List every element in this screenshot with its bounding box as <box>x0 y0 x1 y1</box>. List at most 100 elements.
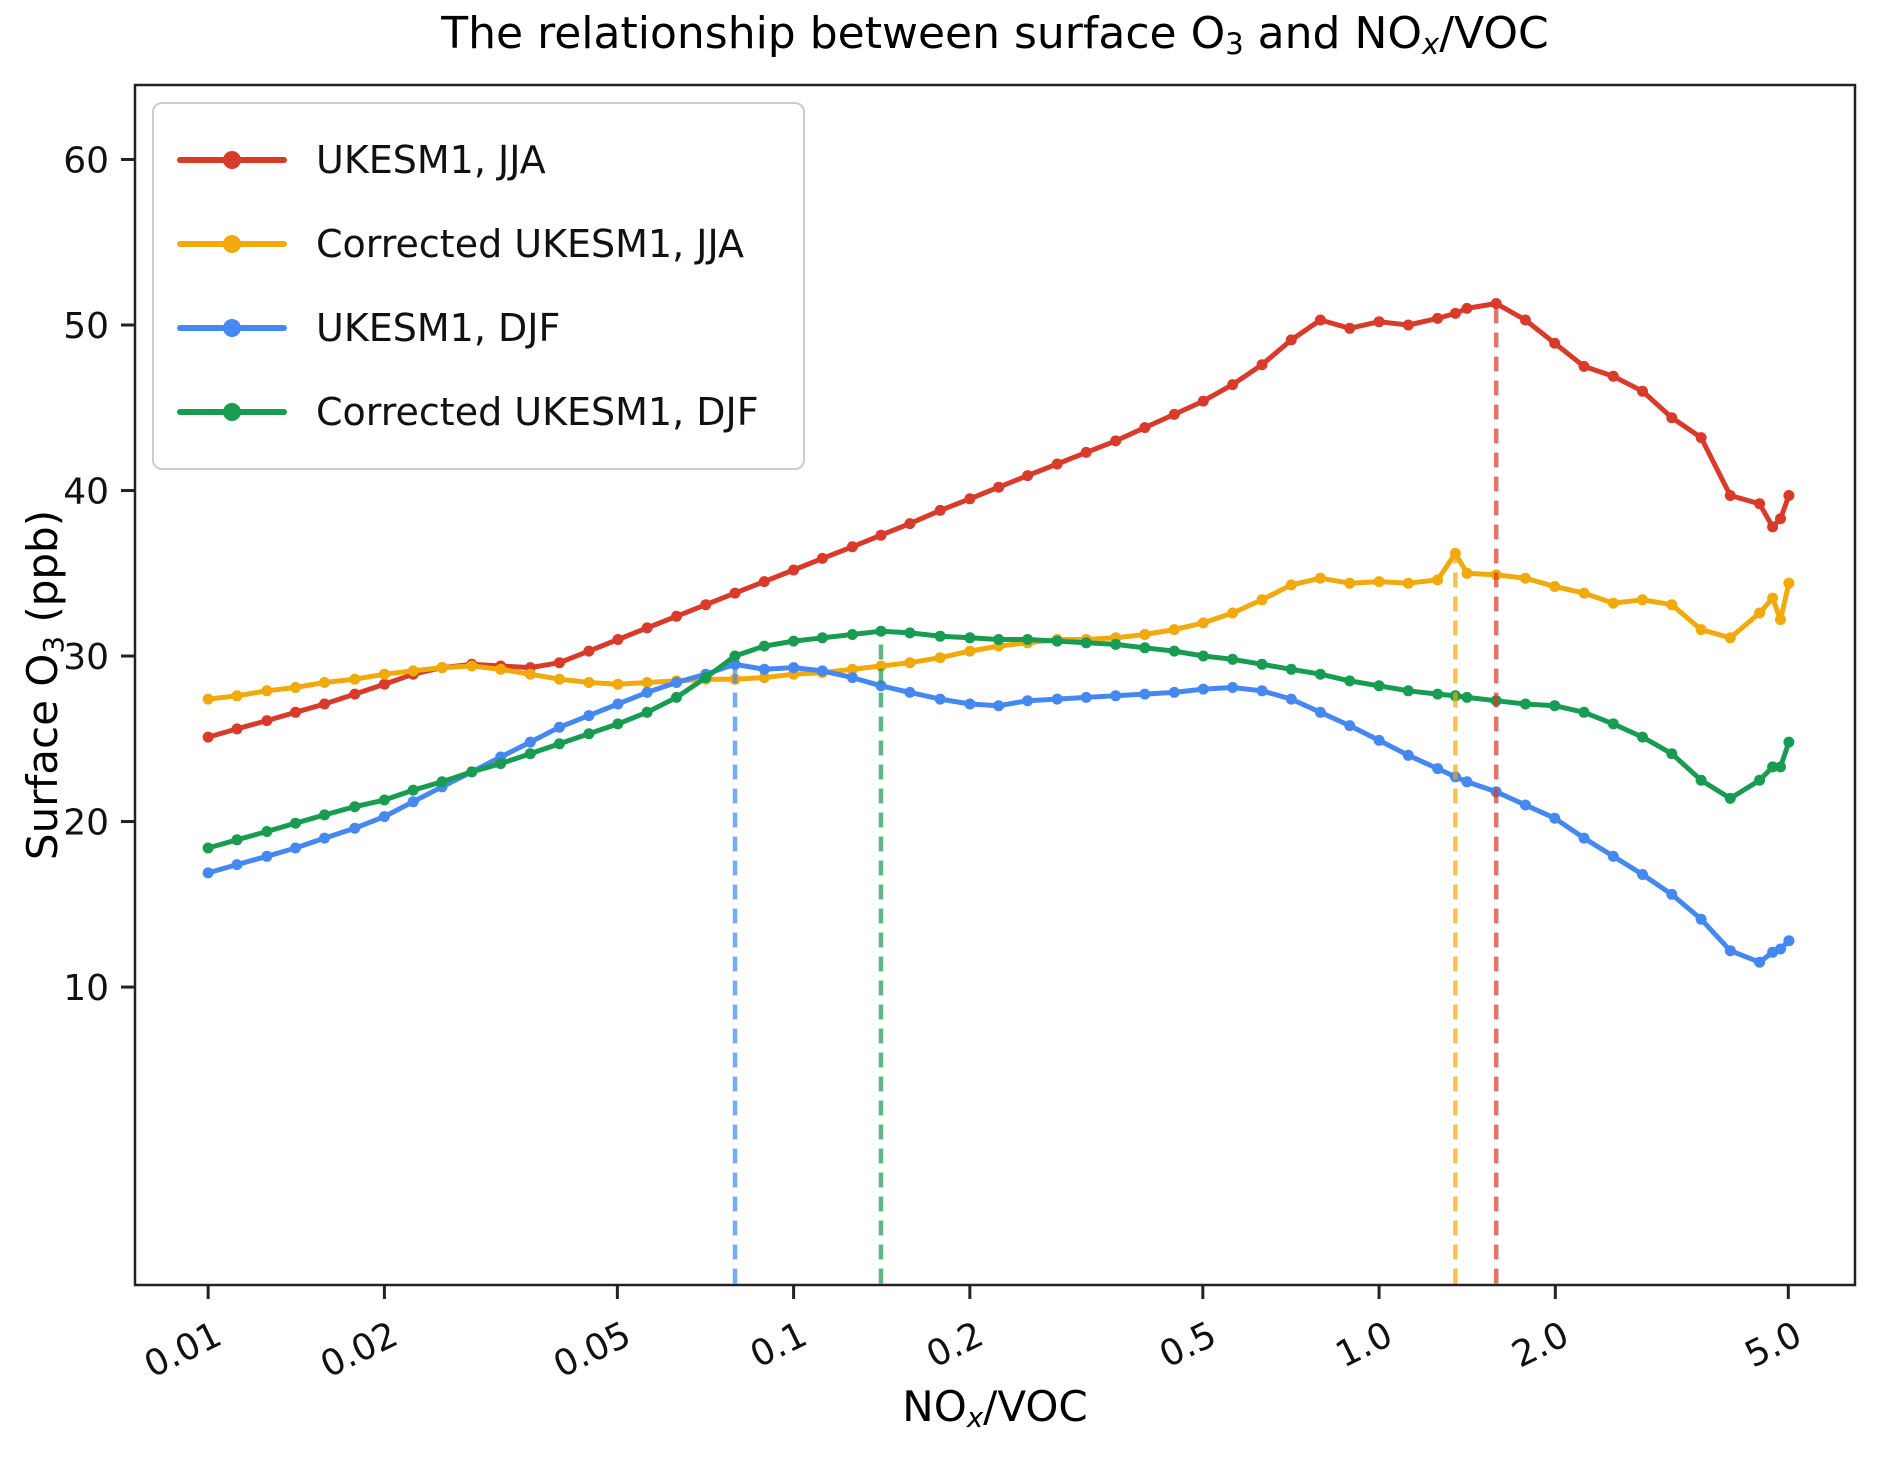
data-point-marker <box>261 850 273 862</box>
legend: UKESM1, JJA Corrected UKESM1, JJA UKESM1, … <box>152 102 805 470</box>
data-point-marker <box>1344 322 1356 334</box>
data-point-marker <box>816 632 828 644</box>
text-part: 3 <box>36 636 70 654</box>
legend-label: Corrected UKESM1, DJF <box>316 390 759 434</box>
data-point-marker <box>1168 408 1180 420</box>
data-point-marker <box>1549 581 1561 592</box>
data-point-marker <box>1285 334 1297 346</box>
data-point-marker <box>1666 888 1678 900</box>
data-point-marker <box>407 665 419 677</box>
data-point-marker <box>964 632 976 644</box>
data-point-marker <box>1775 943 1786 955</box>
data-point-marker <box>875 660 887 672</box>
data-point-marker <box>1754 774 1766 786</box>
data-point-marker <box>1139 688 1151 700</box>
data-point-marker <box>1783 577 1795 589</box>
x-tick-label: 0.01 <box>138 1314 228 1386</box>
data-point-marker <box>1695 913 1707 925</box>
data-point-marker <box>1227 653 1239 665</box>
data-point-marker <box>1022 695 1034 707</box>
data-point-marker <box>1695 624 1707 636</box>
series-line <box>205 550 1792 702</box>
data-point-marker <box>1402 685 1414 697</box>
data-point-marker <box>1767 761 1779 773</box>
y-tick-label: 50 <box>63 306 109 347</box>
data-point-marker <box>1695 432 1707 444</box>
data-point-marker <box>1080 691 1092 703</box>
data-point-marker <box>1578 706 1590 718</box>
data-point-marker <box>700 599 712 611</box>
data-point-marker <box>612 698 624 710</box>
data-point-marker <box>290 682 301 693</box>
data-point-marker <box>1695 774 1707 786</box>
data-point-marker <box>1227 607 1239 619</box>
data-point-marker <box>1578 832 1590 844</box>
data-point-marker <box>231 690 243 702</box>
data-point-marker <box>729 650 741 662</box>
data-point-marker <box>378 794 390 806</box>
data-point-marker <box>1197 395 1209 407</box>
data-point-marker <box>1110 435 1122 447</box>
data-point-marker <box>202 842 214 854</box>
data-point-marker <box>1256 594 1268 606</box>
data-point-marker <box>1724 632 1736 644</box>
text-part: Surface O <box>18 653 68 861</box>
legend-item-corrected-ukesm1-djf: Corrected UKESM1, DJF <box>176 370 759 454</box>
data-point-marker <box>1373 316 1385 328</box>
data-point-marker <box>231 859 243 871</box>
data-point-marker <box>553 673 565 685</box>
chart-title: The relationship between surface O3 and … <box>135 8 1855 61</box>
data-point-marker <box>1724 490 1736 501</box>
data-point-marker <box>700 672 712 684</box>
data-point-marker <box>1139 629 1151 640</box>
data-point-marker <box>1461 567 1473 579</box>
data-point-marker <box>816 665 828 677</box>
data-point-marker <box>1490 298 1502 309</box>
data-point-marker <box>788 635 800 647</box>
data-point-marker <box>1767 592 1779 604</box>
legend-line-marker-swatch <box>177 151 287 169</box>
legend-line-marker-swatch <box>177 319 287 337</box>
data-point-marker <box>319 832 330 844</box>
data-point-marker <box>1051 693 1063 705</box>
data-point-marker <box>993 481 1005 493</box>
data-point-marker <box>1754 498 1766 510</box>
data-point-marker <box>1139 642 1151 654</box>
x-tick-label: 5.0 <box>1739 1314 1808 1376</box>
y-tick-label: 10 <box>63 968 109 1009</box>
data-point-marker <box>904 518 916 530</box>
data-point-marker <box>1432 763 1444 775</box>
data-point-marker <box>319 809 330 821</box>
data-point-marker <box>1449 307 1461 319</box>
x-tick-label: 0.02 <box>314 1314 404 1386</box>
legend-label: UKESM1, DJF <box>316 306 561 350</box>
data-point-marker <box>671 691 682 703</box>
data-point-marker <box>349 688 361 700</box>
data-point-marker <box>1666 599 1678 611</box>
data-point-marker <box>1637 869 1648 880</box>
data-point-marker <box>1578 360 1590 372</box>
x-tick-label: 1.0 <box>1330 1314 1399 1376</box>
text-part: x <box>1422 27 1440 62</box>
data-point-marker <box>641 677 653 688</box>
data-point-marker <box>583 728 595 740</box>
series-ukesm1-djf <box>202 658 1795 968</box>
data-point-marker <box>319 677 330 688</box>
data-point-marker <box>1637 594 1648 606</box>
data-point-marker <box>1227 682 1239 693</box>
data-point-marker <box>1775 513 1786 525</box>
data-point-marker <box>202 867 214 879</box>
legend-line-marker-swatch <box>177 403 287 421</box>
x-tick-label: 0.05 <box>547 1314 637 1386</box>
data-point-marker <box>846 672 858 684</box>
data-point-marker <box>1080 637 1092 649</box>
data-point-marker <box>1666 748 1678 760</box>
data-point-marker <box>1775 761 1786 773</box>
data-point-marker <box>231 834 243 846</box>
data-point-marker <box>583 677 595 688</box>
data-point-marker <box>290 842 301 854</box>
data-point-marker <box>1256 685 1268 697</box>
data-point-marker <box>846 541 858 553</box>
data-point-marker <box>1285 579 1297 591</box>
